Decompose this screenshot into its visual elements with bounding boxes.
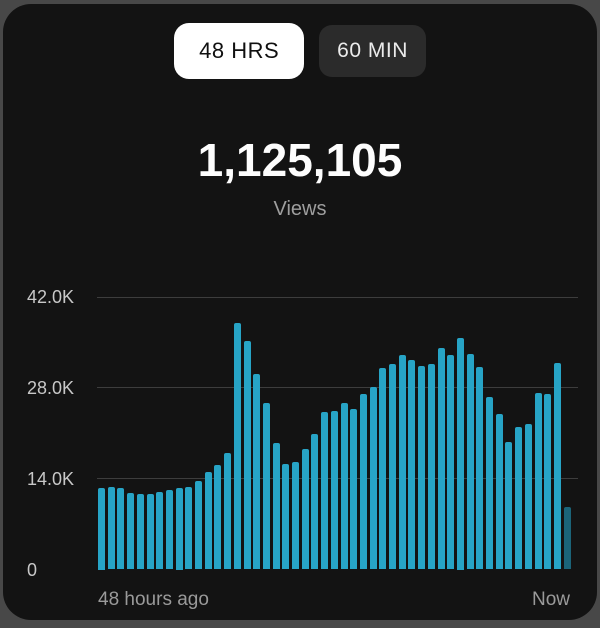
views-caption: Views — [273, 198, 327, 220]
bar[interactable] — [136, 494, 144, 570]
bar[interactable] — [534, 393, 542, 570]
bar[interactable] — [272, 442, 280, 570]
bar[interactable] — [253, 374, 261, 570]
bar[interactable] — [398, 354, 406, 570]
bar[interactable] — [233, 322, 241, 570]
bar[interactable] — [282, 464, 290, 570]
bar[interactable] — [292, 461, 299, 570]
bar[interactable] — [127, 492, 135, 570]
bar[interactable] — [311, 433, 319, 570]
bar[interactable] — [117, 488, 125, 570]
bar[interactable] — [427, 364, 435, 570]
bar[interactable] — [544, 394, 552, 570]
bar[interactable] — [340, 403, 348, 570]
bar[interactable] — [553, 362, 561, 570]
bar[interactable] — [243, 341, 251, 570]
bar[interactable] — [379, 368, 387, 570]
bar[interactable] — [486, 396, 493, 570]
bar[interactable] — [146, 493, 154, 570]
bar[interactable] — [476, 367, 484, 570]
bar[interactable] — [156, 491, 164, 570]
y-tick-label: 42.0K — [27, 287, 75, 307]
bar[interactable] — [165, 489, 173, 570]
x-axis-end-label: Now — [531, 589, 570, 610]
y-tick-label: 0 — [27, 559, 38, 580]
bar[interactable] — [505, 442, 513, 570]
gridline — [97, 296, 578, 298]
bar[interactable] — [456, 337, 464, 570]
bar[interactable] — [224, 452, 232, 570]
toggle-60min-button[interactable]: 60 MIN — [319, 25, 426, 77]
views-count: 1,125,105 — [197, 134, 403, 186]
bar[interactable] — [185, 487, 193, 570]
bar[interactable] — [466, 354, 474, 570]
bar[interactable] — [515, 427, 523, 570]
time-range-toggle: 48 HRS 60 MIN — [0, 22, 600, 80]
x-axis-start-label: 48 hours ago — [98, 589, 209, 610]
y-tick-label: 14.0K — [27, 468, 75, 489]
bar[interactable] — [495, 413, 503, 570]
bar[interactable] — [204, 472, 212, 570]
bar[interactable] — [330, 410, 338, 570]
bar[interactable] — [437, 348, 445, 570]
bar[interactable] — [107, 487, 115, 570]
bar[interactable] — [214, 465, 222, 570]
bar[interactable] — [262, 402, 270, 570]
bar[interactable] — [369, 387, 377, 570]
bar[interactable] — [389, 363, 396, 570]
bar[interactable] — [98, 487, 105, 570]
bar[interactable] — [408, 359, 416, 570]
gridline — [97, 387, 578, 389]
bar[interactable] — [447, 355, 455, 570]
bar[interactable] — [418, 366, 426, 570]
bar[interactable] — [195, 480, 202, 570]
toggle-48hrs-button[interactable]: 48 HRS — [174, 23, 305, 79]
bar[interactable] — [563, 506, 571, 570]
bar[interactable] — [524, 424, 532, 570]
bar[interactable] — [301, 448, 309, 570]
bar[interactable] — [321, 411, 329, 570]
y-tick-label: 28.0K — [27, 377, 75, 398]
bar[interactable] — [359, 394, 367, 570]
bar[interactable] — [175, 487, 183, 570]
bar[interactable] — [350, 409, 358, 570]
